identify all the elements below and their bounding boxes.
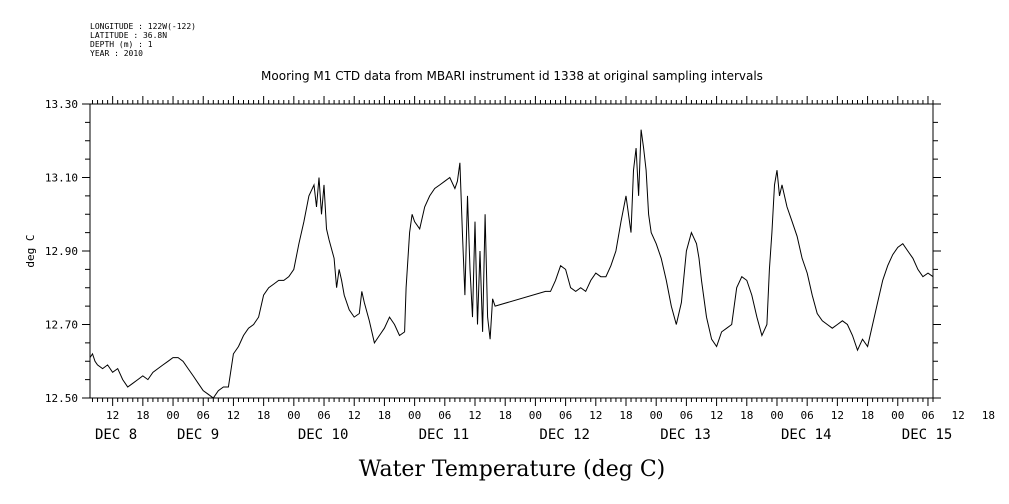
x-hour-label: 18 bbox=[982, 409, 995, 422]
x-hour-label: 00 bbox=[770, 409, 783, 422]
x-hour-label: 12 bbox=[468, 409, 481, 422]
chart-title: Mooring M1 CTD data from MBARI instrumen… bbox=[261, 69, 763, 83]
x-day-label: DEC 9 bbox=[177, 427, 219, 443]
x-hour-label: 00 bbox=[650, 409, 663, 422]
x-hour-label: 12 bbox=[831, 409, 844, 422]
x-hour-label: 00 bbox=[166, 409, 179, 422]
x-day-label: DEC 13 bbox=[660, 427, 711, 443]
x-hour-label: 18 bbox=[740, 409, 753, 422]
x-hour-label: 18 bbox=[136, 409, 149, 422]
x-hour-label: 06 bbox=[317, 409, 330, 422]
year-label: YEAR : 2010 bbox=[90, 49, 143, 58]
plot-frame bbox=[89, 103, 934, 399]
y-tick-label: 13.10 bbox=[45, 172, 78, 185]
x-day-label: DEC 12 bbox=[539, 427, 590, 443]
x-hour-label: 00 bbox=[529, 409, 542, 422]
x-hour-label: 06 bbox=[438, 409, 451, 422]
y-axis-label: deg C bbox=[24, 234, 37, 267]
x-day-label: DEC 11 bbox=[419, 427, 470, 443]
x-hour-label: 18 bbox=[257, 409, 270, 422]
x-hour-label: 18 bbox=[378, 409, 391, 422]
x-day-label: DEC 15 bbox=[902, 427, 953, 443]
x-hour-label: 12 bbox=[106, 409, 119, 422]
x-hour-label: 12 bbox=[710, 409, 723, 422]
x-hour-label: 06 bbox=[680, 409, 693, 422]
latitude-label: LATITUDE : 36.8N bbox=[90, 31, 168, 40]
y-tick-label: 12.90 bbox=[45, 245, 78, 258]
y-axis: 12.50 12.70 12.90 13.10 13.30 bbox=[45, 98, 941, 405]
x-hour-label: 18 bbox=[619, 409, 632, 422]
x-day-label: DEC 14 bbox=[781, 427, 832, 443]
x-hour-label: 06 bbox=[197, 409, 210, 422]
x-hour-label: 00 bbox=[891, 409, 904, 422]
x-hour-label: 18 bbox=[499, 409, 512, 422]
y-tick-label: 12.70 bbox=[45, 319, 78, 332]
x-hour-label: 18 bbox=[861, 409, 874, 422]
x-hour-label: 12 bbox=[348, 409, 361, 422]
x-axis: 12 18 00 06 12 18 00 06 12 18 00 06 12 18 00 06 12 18 00 06… bbox=[92, 96, 995, 443]
x-hour-label: 06 bbox=[921, 409, 934, 422]
x-hour-label: 00 bbox=[408, 409, 421, 422]
longitude-label: LONGITUDE : 122W(-122) bbox=[90, 22, 196, 31]
metadata-block: LONGITUDE : 122W(-122) LATITUDE : 36.8N … bbox=[90, 22, 196, 58]
x-hour-label: 12 bbox=[952, 409, 965, 422]
x-hour-label: 06 bbox=[559, 409, 572, 422]
x-hour-label: 12 bbox=[589, 409, 602, 422]
x-day-label: DEC 8 bbox=[95, 427, 137, 443]
series-layer bbox=[89, 129, 934, 399]
y-tick-label: 12.50 bbox=[45, 392, 78, 405]
x-hour-label: 00 bbox=[287, 409, 300, 422]
temperature-series-line bbox=[89, 129, 934, 399]
x-axis-title: Water Temperature (deg C) bbox=[359, 457, 666, 482]
x-hour-label: 06 bbox=[801, 409, 814, 422]
y-tick-label: 13.30 bbox=[45, 98, 78, 111]
x-hour-label: 12 bbox=[227, 409, 240, 422]
x-day-label: DEC 10 bbox=[298, 427, 349, 443]
depth-label: DEPTH (m) : 1 bbox=[90, 40, 153, 49]
